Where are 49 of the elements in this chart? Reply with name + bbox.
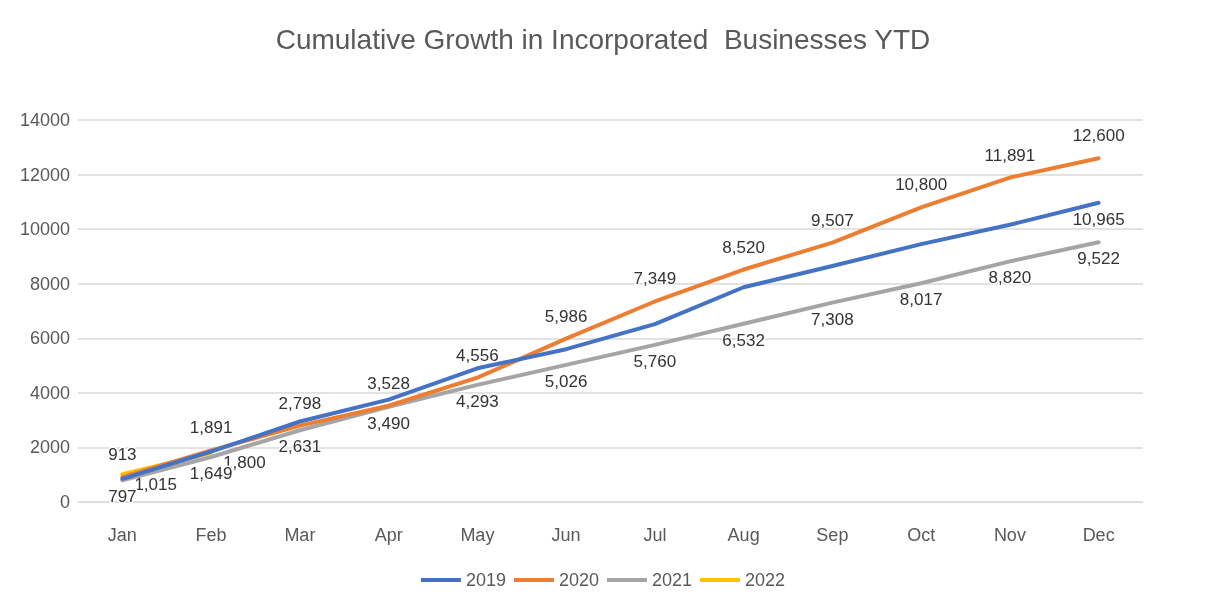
data-label: 4,293	[456, 391, 499, 411]
data-label: 8,017	[899, 290, 943, 310]
y-tick-label: 10000	[19, 219, 70, 240]
data-label: 913	[108, 445, 137, 465]
x-tick-label: Apr	[374, 525, 403, 545]
data-label: 9,507	[811, 210, 854, 230]
data-label: 6,532	[722, 330, 765, 350]
x-tick-label: Feb	[195, 525, 227, 545]
legend-label: 2019	[465, 570, 506, 590]
x-tick-label: Jun	[551, 525, 581, 545]
y-tick-label: 12000	[19, 164, 70, 185]
data-label: 5,760	[633, 351, 677, 371]
legend-label: 2020	[558, 570, 599, 590]
data-label: 7,349	[633, 269, 677, 289]
x-tick-label: Oct	[907, 525, 936, 545]
x-tick-label: Aug	[727, 525, 760, 545]
y-tick-label: 4000	[29, 382, 70, 403]
y-tick-label: 0	[59, 492, 70, 512]
data-label: 9,522	[1077, 249, 1120, 269]
data-label: 10,800	[895, 175, 948, 195]
data-label: 2,631	[278, 437, 322, 457]
data-label: 1,891	[189, 418, 233, 438]
data-label: 12,600	[1072, 126, 1125, 146]
data-label: 10,965	[1072, 209, 1125, 229]
data-label: 5,986	[544, 306, 588, 326]
x-tick-label: May	[460, 525, 495, 545]
x-tick-label: Nov	[993, 525, 1026, 545]
data-label: 4,556	[456, 345, 499, 365]
data-label: 2,798	[278, 393, 322, 413]
y-tick-label: 6000	[29, 328, 70, 349]
y-tick-label: 2000	[29, 437, 70, 458]
y-tick-label: 8000	[29, 273, 70, 294]
data-label: 3,528	[367, 373, 410, 393]
data-label: 5,026	[544, 371, 588, 391]
legend-label: 2021	[652, 570, 693, 590]
y-tick-label: 14000	[19, 110, 70, 130]
chart-title: Cumulative Growth in Incorporated Businesses YTD	[275, 23, 931, 55]
data-label: 7,308	[811, 309, 854, 329]
data-label: 8,520	[722, 237, 765, 257]
x-tick-label: Sep	[816, 525, 849, 545]
x-tick-label: Jan	[107, 525, 137, 545]
data-label: 8,820	[988, 268, 1032, 288]
data-label: 11,891	[984, 145, 1036, 165]
x-tick-label: Mar	[284, 525, 316, 545]
legend-label: 2022	[745, 570, 786, 590]
data-label: 797	[108, 487, 137, 507]
x-tick-label: Jul	[643, 525, 667, 545]
x-tick-label: Dec	[1082, 525, 1115, 545]
data-label: 3,490	[367, 413, 410, 433]
